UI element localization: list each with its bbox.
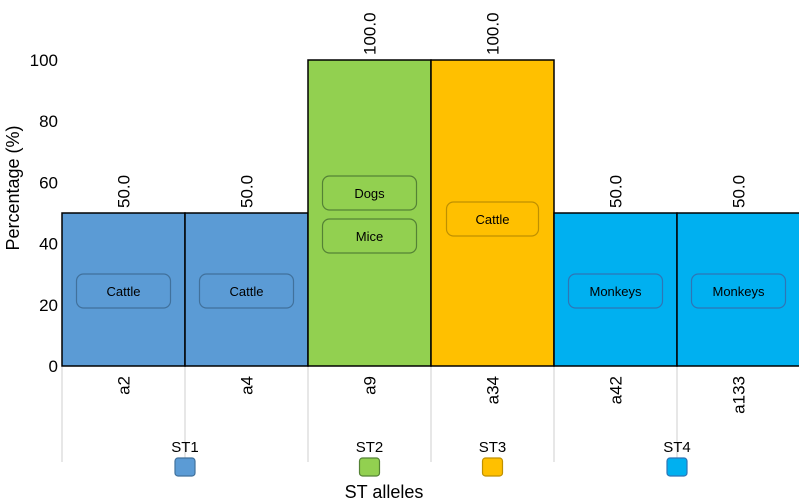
host-label: Cattle — [476, 212, 510, 227]
host-box — [567, 273, 664, 309]
group-swatch-ST3 — [481, 457, 504, 477]
group-swatch-ST1 — [174, 457, 196, 477]
category-separators — [61, 366, 678, 462]
x-tick-label-a2: a2 — [115, 376, 134, 395]
y-axis-title: Percentage (%) — [3, 125, 23, 250]
y-axis-ticks: 0 20 40 60 80 100 — [30, 51, 58, 376]
data-label-a4: 50.0 — [238, 175, 257, 208]
y-tick-label: 60 — [39, 173, 58, 192]
host-box — [321, 175, 418, 211]
group-swatch-ST2 — [358, 457, 381, 477]
data-label-a42: 50.0 — [607, 175, 626, 208]
x-axis-title: ST alleles — [345, 482, 424, 502]
host-box — [445, 201, 540, 237]
host-label: Dogs — [354, 186, 385, 201]
host-label: Monkeys — [589, 284, 642, 299]
y-tick-label: 100 — [30, 51, 58, 70]
data-label-a34: 100.0 — [484, 12, 503, 55]
host-box — [75, 273, 172, 309]
x-tick-label-a4: a4 — [238, 376, 257, 395]
bar-a2 — [61, 212, 186, 367]
bars — [61, 59, 799, 367]
x-tick-label-a42: a42 — [607, 376, 626, 404]
bar-a34 — [430, 59, 555, 367]
bar-a9 — [307, 59, 432, 367]
host-label: Cattle — [230, 284, 264, 299]
y-tick-label: 0 — [49, 357, 58, 376]
y-tick-label: 80 — [39, 112, 58, 131]
group-label-ST3: ST3 — [479, 439, 507, 456]
group-label-ST4: ST4 — [663, 439, 691, 456]
data-label-a2: 50.0 — [115, 175, 134, 208]
host-label: Cattle — [107, 284, 141, 299]
group-swatch-ST4 — [666, 457, 688, 477]
x-tick-label-a9: a9 — [361, 376, 380, 395]
data-label-a133: 50.0 — [730, 175, 749, 208]
bar-a133 — [676, 212, 799, 367]
group-label-ST1: ST1 — [171, 439, 199, 456]
y-tick-label: 20 — [39, 296, 58, 315]
data-labels: 50.0 50.0 100.0 100.0 50.0 50.0 — [115, 12, 749, 208]
host-box — [198, 273, 295, 309]
host-label: Mice — [356, 229, 383, 244]
group-label-ST2: ST2 — [356, 439, 384, 456]
host-box — [690, 273, 787, 309]
group-legend: ST1 ST2 ST3 ST4 — [171, 439, 691, 477]
host-annotations: Cattle Cattle Dogs Mice Cattle Monkeys Monkeys — [75, 175, 787, 309]
host-label: Monkeys — [712, 284, 765, 299]
x-tick-label-a133: a133 — [730, 376, 749, 414]
bar-a42 — [553, 212, 678, 367]
host-box — [321, 218, 418, 254]
y-tick-label: 40 — [39, 235, 58, 254]
data-label-a9: 100.0 — [361, 12, 380, 55]
x-tick-label-a34: a34 — [484, 376, 503, 404]
x-axis-tick-labels: a2 a4 a9 a34 a42 a133 — [115, 376, 749, 414]
